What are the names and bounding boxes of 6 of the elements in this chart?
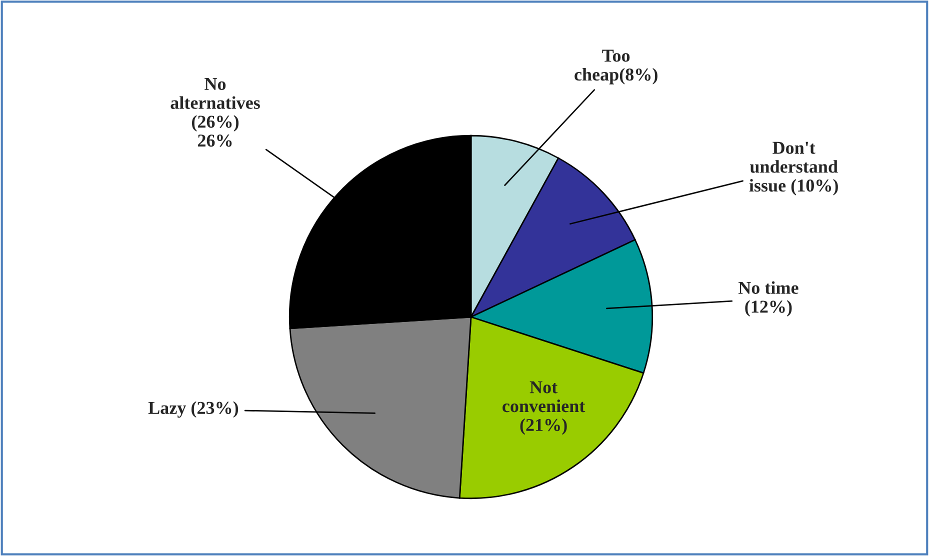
- slice-label: No alternatives (26%) 26%: [170, 78, 260, 147]
- slice-label: Not convenient (21%): [502, 381, 586, 435]
- slice-label: Lazy (23%): [148, 401, 238, 418]
- slice-label: No time (12%): [738, 281, 798, 316]
- slice-label: Too cheap(8%): [574, 50, 658, 84]
- slice-label: Don't understand issue (10%): [749, 142, 838, 196]
